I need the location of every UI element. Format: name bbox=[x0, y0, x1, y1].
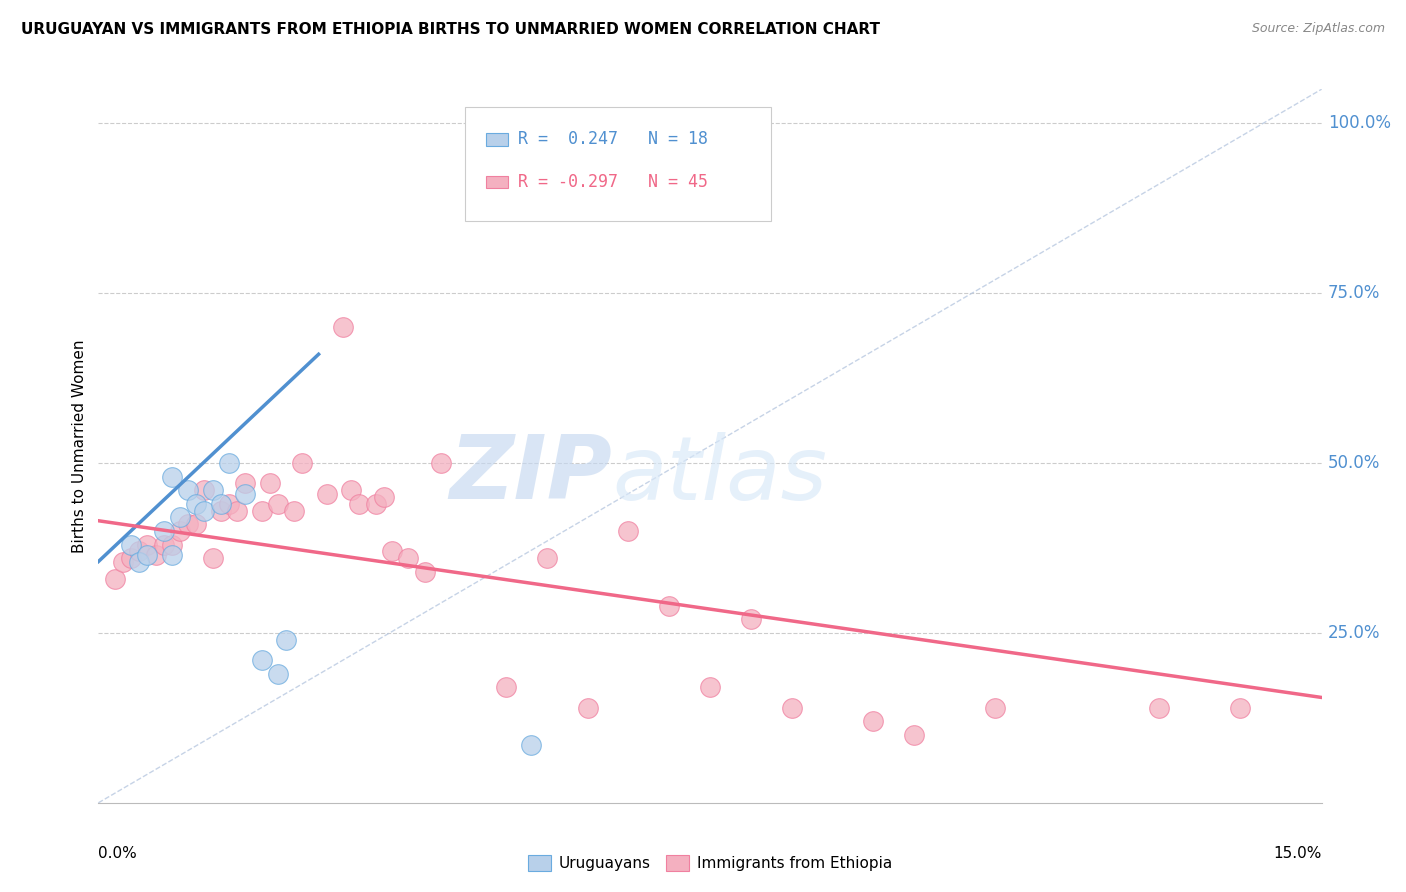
Point bbox=[177, 517, 200, 532]
Point bbox=[218, 497, 240, 511]
Point bbox=[136, 548, 159, 562]
Point bbox=[413, 565, 436, 579]
Text: 75.0%: 75.0% bbox=[1327, 284, 1381, 302]
Point bbox=[160, 548, 183, 562]
Text: ZIP: ZIP bbox=[450, 431, 612, 518]
Point bbox=[160, 537, 183, 551]
Point bbox=[332, 320, 354, 334]
Point bbox=[250, 503, 273, 517]
Point bbox=[145, 548, 167, 562]
Text: URUGUAYAN VS IMMIGRANTS FROM ETHIOPIA BIRTHS TO UNMARRIED WOMEN CORRELATION CHAR: URUGUAYAN VS IMMIGRANTS FROM ETHIOPIA BI… bbox=[21, 22, 880, 37]
Point bbox=[274, 632, 297, 647]
Point bbox=[536, 551, 558, 566]
FancyBboxPatch shape bbox=[486, 133, 508, 145]
Text: 25.0%: 25.0% bbox=[1327, 624, 1381, 642]
Point bbox=[250, 653, 273, 667]
Point bbox=[111, 555, 134, 569]
Text: 0.0%: 0.0% bbox=[98, 846, 138, 861]
Point bbox=[169, 510, 191, 524]
Point bbox=[340, 483, 363, 498]
Point bbox=[617, 524, 640, 538]
Point bbox=[576, 700, 599, 714]
Point bbox=[283, 503, 305, 517]
Point bbox=[267, 497, 290, 511]
Point bbox=[903, 728, 925, 742]
Point bbox=[862, 714, 884, 729]
Point bbox=[201, 551, 224, 566]
Point bbox=[169, 524, 191, 538]
Point bbox=[120, 537, 142, 551]
Point bbox=[364, 497, 387, 511]
Point bbox=[259, 476, 281, 491]
Point bbox=[209, 497, 232, 511]
Point bbox=[430, 456, 453, 470]
Text: 50.0%: 50.0% bbox=[1327, 454, 1381, 472]
FancyBboxPatch shape bbox=[486, 176, 508, 188]
Text: Source: ZipAtlas.com: Source: ZipAtlas.com bbox=[1251, 22, 1385, 36]
Point bbox=[193, 483, 215, 498]
Point bbox=[136, 537, 159, 551]
Point bbox=[209, 503, 232, 517]
Point bbox=[177, 483, 200, 498]
Point bbox=[152, 524, 174, 538]
Point bbox=[152, 537, 174, 551]
Point bbox=[780, 700, 803, 714]
Point bbox=[128, 544, 150, 558]
Point bbox=[160, 469, 183, 483]
Point bbox=[193, 503, 215, 517]
Point bbox=[128, 555, 150, 569]
Point bbox=[349, 497, 371, 511]
Point bbox=[381, 544, 404, 558]
Point bbox=[104, 572, 127, 586]
Point bbox=[201, 483, 224, 498]
Text: atlas: atlas bbox=[612, 432, 827, 517]
Text: R =  0.247   N = 18: R = 0.247 N = 18 bbox=[517, 130, 709, 148]
Point bbox=[233, 486, 256, 500]
Point bbox=[495, 680, 517, 694]
Point bbox=[984, 700, 1007, 714]
Point bbox=[226, 503, 249, 517]
Point bbox=[740, 612, 762, 626]
Point bbox=[1229, 700, 1251, 714]
Point bbox=[186, 497, 208, 511]
Point bbox=[267, 666, 290, 681]
FancyBboxPatch shape bbox=[465, 107, 772, 221]
Point bbox=[699, 680, 721, 694]
Point bbox=[519, 738, 541, 752]
Point bbox=[233, 476, 256, 491]
Point bbox=[1147, 700, 1170, 714]
Point bbox=[373, 490, 395, 504]
Point bbox=[218, 456, 240, 470]
Point bbox=[315, 486, 337, 500]
Text: R = -0.297   N = 45: R = -0.297 N = 45 bbox=[517, 173, 709, 191]
Point bbox=[186, 517, 208, 532]
Point bbox=[120, 551, 142, 566]
Point bbox=[291, 456, 314, 470]
Point bbox=[396, 551, 419, 566]
Text: 100.0%: 100.0% bbox=[1327, 114, 1391, 132]
Legend: Uruguayans, Immigrants from Ethiopia: Uruguayans, Immigrants from Ethiopia bbox=[522, 849, 898, 877]
Point bbox=[658, 599, 681, 613]
Text: 15.0%: 15.0% bbox=[1274, 846, 1322, 861]
Y-axis label: Births to Unmarried Women: Births to Unmarried Women bbox=[72, 339, 87, 553]
